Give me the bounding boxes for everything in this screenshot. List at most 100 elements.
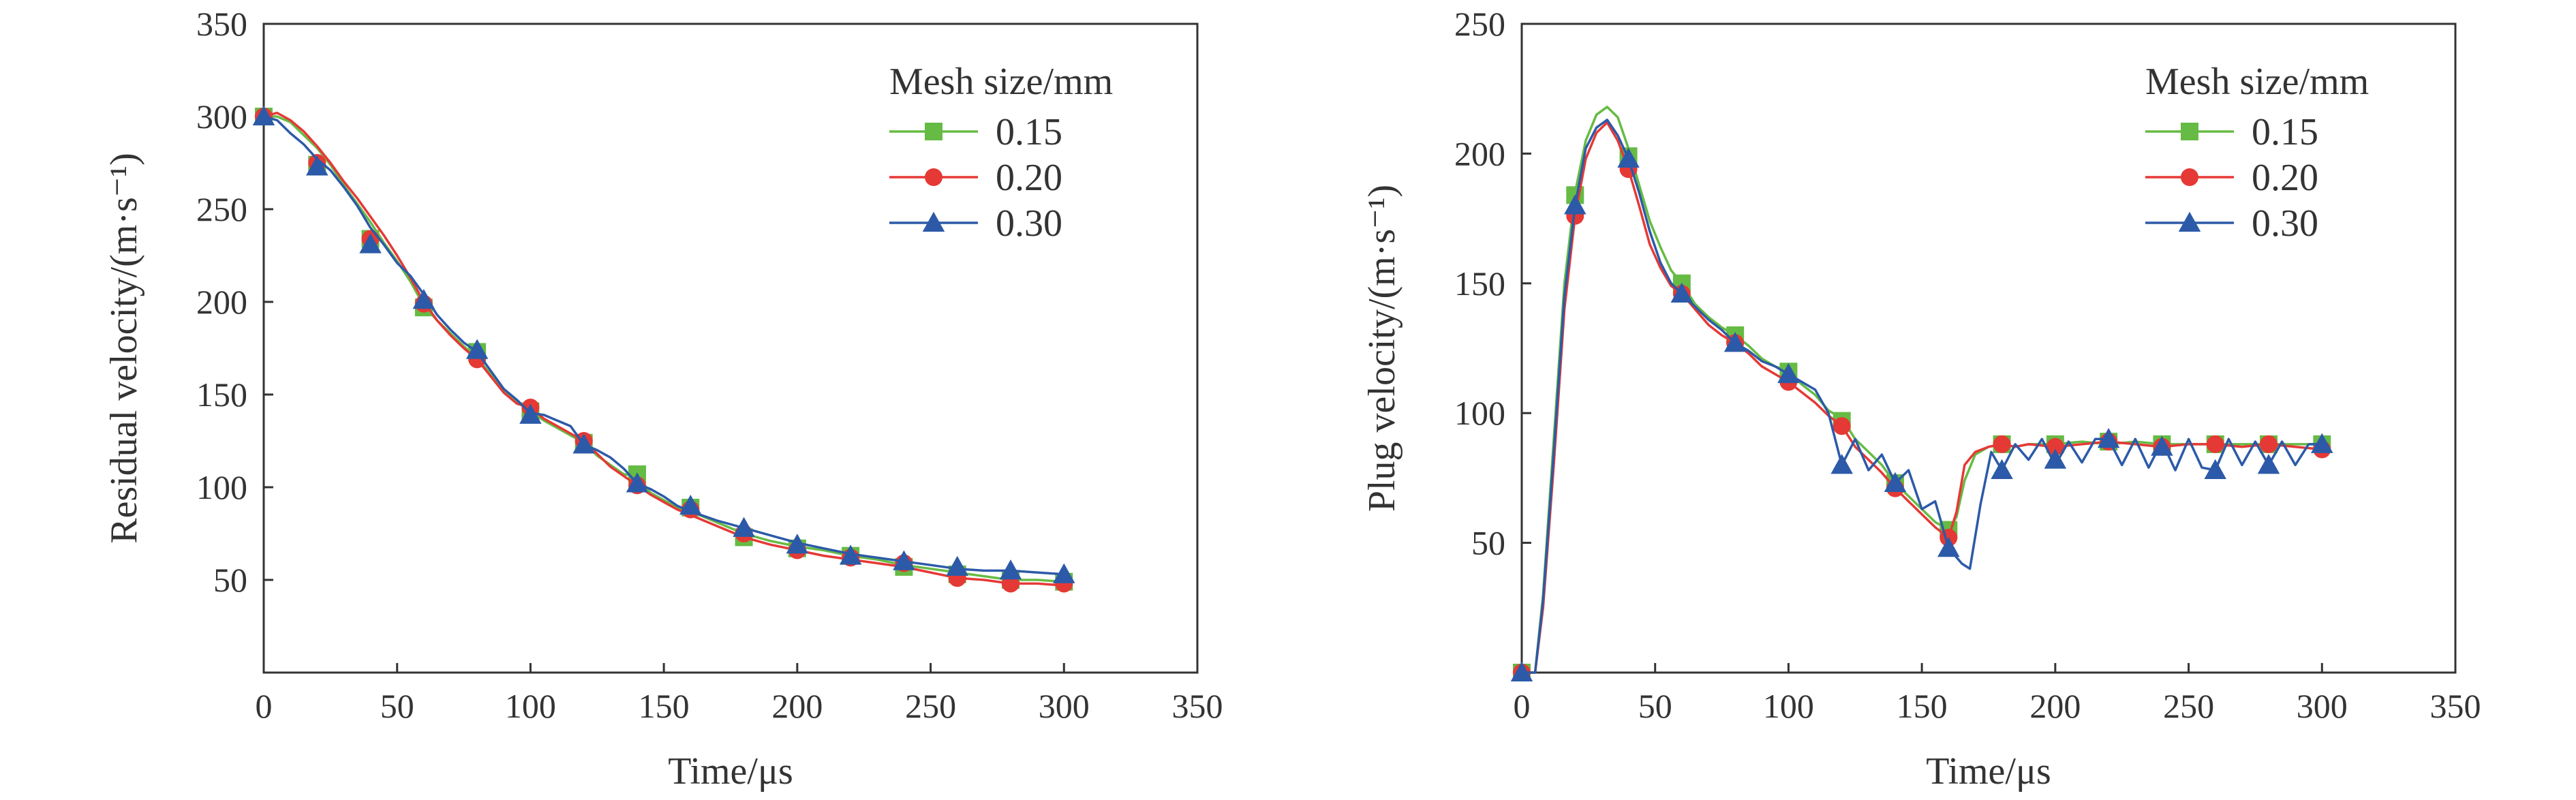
x-tick-label: 100 <box>505 687 556 725</box>
series-line-0-30 <box>263 115 1064 576</box>
series-line-0-30 <box>1522 119 2322 674</box>
x-tick-label: 300 <box>1039 687 1090 725</box>
x-tick-label: 50 <box>380 687 414 725</box>
y-tick-label: 50 <box>1471 524 1505 562</box>
x-tick-label: 200 <box>2029 687 2081 725</box>
y-tick-label: 200 <box>196 283 247 321</box>
legend-label: 0.15 <box>2252 111 2318 153</box>
legend-label: 0.20 <box>996 157 1062 199</box>
data-point-0-30 <box>893 550 915 570</box>
data-point-0-30 <box>306 155 328 176</box>
legend: Mesh size/mm 0.150.200.30 <box>889 61 1113 245</box>
data-point-0-30 <box>679 494 702 515</box>
data-point-0-20 <box>2206 435 2224 453</box>
legend-title: Mesh size/mm <box>2145 61 2369 103</box>
x-tick-label: 0 <box>1514 687 1531 725</box>
plot-frame <box>262 22 1199 674</box>
legend-marker <box>922 211 945 232</box>
x-tick-label: 350 <box>2430 687 2481 725</box>
data-point-0-30 <box>519 403 542 424</box>
x-tick-label: 200 <box>771 687 823 725</box>
data-point-0-30 <box>1053 563 1075 583</box>
y-tick-label: 100 <box>1454 394 1505 432</box>
x-tick-label: 0 <box>256 687 273 725</box>
y-tick-label: 200 <box>1454 134 1505 172</box>
series-line-0-15 <box>1522 106 2322 674</box>
x-axis-ticks: 0 50 100 150 200 250 300 350 <box>256 663 1223 725</box>
data-point-0-30 <box>1723 332 1747 352</box>
data-point-0-30 <box>2204 459 2226 479</box>
legend-marker <box>925 168 942 186</box>
y-tick-label: 100 <box>196 468 247 506</box>
data-point-0-30 <box>572 433 595 454</box>
series-line-0-15 <box>264 115 1064 583</box>
y-axis-ticks: 50 100 150 200 250 <box>1454 5 1531 562</box>
y-tick-label: 250 <box>196 190 247 228</box>
data-point-0-30 <box>2257 454 2280 474</box>
data-point-0-30 <box>2151 435 2173 456</box>
y-tick-label: 350 <box>196 5 247 43</box>
legend-label: 0.30 <box>996 202 1062 245</box>
residual-velocity-chart: 0 50 100 150 200 250 300 350 50 100 150 200 250 300 3… <box>103 5 1223 793</box>
x-tick-label: 50 <box>1638 687 1672 725</box>
data-point-0-30 <box>839 544 862 565</box>
data-point-0-30 <box>626 472 649 493</box>
data-point-0-20 <box>2260 435 2278 453</box>
x-axis-label: Time/μs <box>668 750 793 793</box>
x-axis-label: Time/μs <box>1926 750 2051 793</box>
data-point-0-30 <box>2044 448 2067 469</box>
data-point-0-30 <box>359 233 382 253</box>
data-point-0-30 <box>465 339 489 359</box>
legend-title: Mesh size/mm <box>889 61 1113 103</box>
legend-marker <box>2181 168 2198 186</box>
plug-velocity-chart: 0 50 100 150 200 250 300 350 50 100 150 200 250 Tim… <box>1361 5 2481 793</box>
data-point-0-30 <box>2097 428 2120 448</box>
data-point-0-30 <box>1937 536 1960 557</box>
series-layer <box>1510 106 2333 681</box>
x-tick-label: 150 <box>639 687 690 725</box>
legend-label: 0.30 <box>2252 202 2318 245</box>
legend-label: 0.20 <box>2252 157 2318 199</box>
data-point-0-20 <box>1833 417 1851 435</box>
data-point-0-30 <box>1884 472 1907 493</box>
data-point-0-30 <box>2311 433 2333 453</box>
data-point-0-30 <box>1830 454 1853 474</box>
legend: Mesh size/mm 0.150.200.30 <box>2145 61 2369 245</box>
x-tick-label: 250 <box>905 687 956 725</box>
x-tick-label: 250 <box>2163 687 2214 725</box>
data-point-0-30 <box>412 289 435 309</box>
y-tick-label: 300 <box>196 97 247 136</box>
y-axis-ticks: 50 100 150 200 250 300 350 <box>196 5 273 599</box>
y-tick-label: 150 <box>1454 264 1505 303</box>
legend-marker <box>2178 211 2201 232</box>
data-point-0-30 <box>733 517 755 537</box>
legend-label: 0.15 <box>996 111 1062 153</box>
data-point-0-30 <box>1991 459 2013 479</box>
x-tick-label: 300 <box>2297 687 2348 725</box>
data-point-0-20 <box>1993 435 2011 453</box>
data-point-0-30 <box>999 559 1022 580</box>
x-tick-label: 350 <box>1172 687 1223 725</box>
data-point-0-30 <box>946 555 968 576</box>
y-tick-label: 250 <box>1454 5 1505 43</box>
data-point-0-30 <box>1617 147 1640 168</box>
data-point-0-30 <box>1777 363 1800 384</box>
series-line-0-20 <box>263 111 1064 587</box>
data-point-0-30 <box>1670 282 1693 303</box>
plot-frame <box>1520 22 2457 674</box>
data-point-0-30 <box>1510 661 1533 681</box>
data-point-0-30 <box>252 105 275 125</box>
legend-marker <box>2181 123 2198 140</box>
y-axis-label: Plug velocity/(m·s⁻¹) <box>1361 185 1403 512</box>
legend-marker <box>925 123 942 140</box>
x-axis-ticks: 0 50 100 150 200 250 300 350 <box>1514 663 2481 725</box>
x-tick-label: 100 <box>1763 687 1814 725</box>
data-point-0-20 <box>2046 437 2064 456</box>
data-point-0-30 <box>786 534 809 554</box>
x-tick-label: 150 <box>1897 687 1948 725</box>
y-axis-label: Residual velocity/(m·s⁻¹) <box>103 153 145 544</box>
y-tick-label: 150 <box>196 375 247 414</box>
data-point-0-30 <box>1564 194 1586 215</box>
y-tick-label: 50 <box>213 561 247 599</box>
